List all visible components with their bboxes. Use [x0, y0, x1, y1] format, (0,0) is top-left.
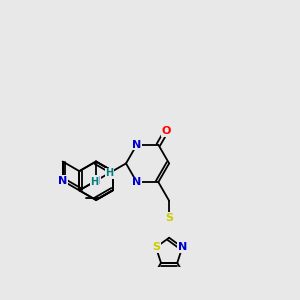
Text: N: N: [132, 177, 141, 187]
Text: S: S: [165, 213, 173, 223]
Text: N: N: [92, 176, 100, 186]
Text: O: O: [161, 126, 171, 136]
Text: N: N: [178, 242, 187, 252]
Text: N: N: [58, 176, 67, 186]
Text: N: N: [132, 140, 141, 150]
Text: S: S: [152, 242, 160, 252]
Text: H: H: [90, 177, 98, 187]
Text: H: H: [105, 168, 113, 178]
